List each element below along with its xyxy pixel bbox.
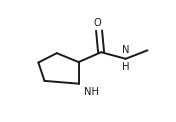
Text: H: H	[122, 62, 129, 72]
Text: NH: NH	[84, 87, 99, 97]
Text: N: N	[122, 45, 129, 55]
Text: O: O	[93, 18, 101, 28]
